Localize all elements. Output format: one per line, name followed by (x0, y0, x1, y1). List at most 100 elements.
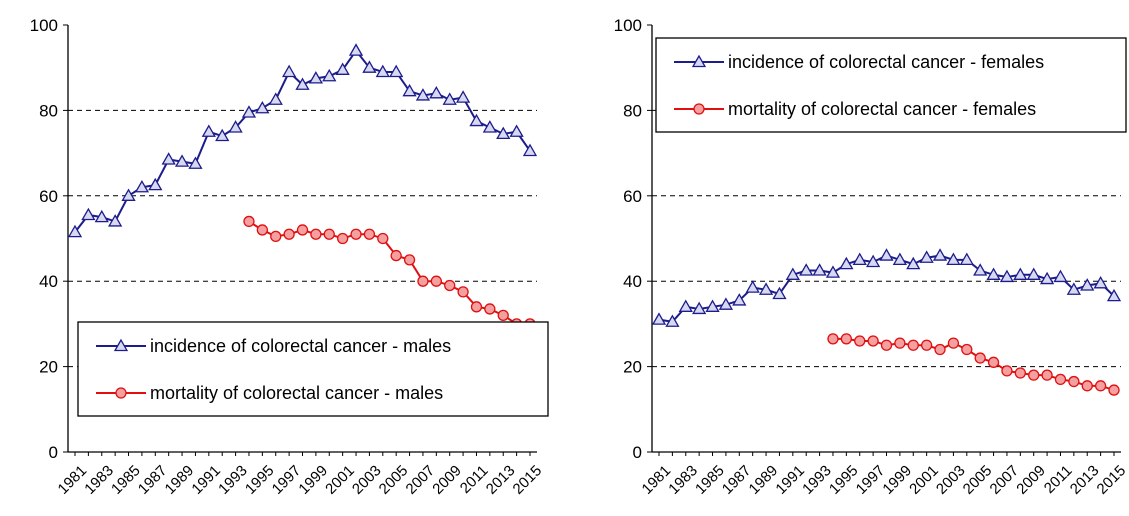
marker (457, 286, 469, 298)
marker (758, 282, 774, 295)
x-tick-label: 1989 (746, 462, 782, 498)
marker (906, 256, 921, 270)
marker (362, 60, 377, 73)
x-tick-label: 1987 (719, 462, 755, 498)
marker (961, 343, 973, 356)
marker (295, 77, 310, 90)
marker (241, 105, 257, 118)
legend-marker (113, 338, 129, 352)
x-tick-label: 1983 (665, 462, 701, 498)
marker (865, 254, 881, 268)
marker (1026, 267, 1041, 280)
marker (665, 314, 680, 327)
legend-label: incidence of colorectal cancer - females (728, 52, 1044, 72)
y-tick-label: 40 (39, 272, 58, 291)
marker (444, 279, 456, 292)
x-tick-label: 2013 (1067, 462, 1103, 498)
marker (1014, 367, 1026, 379)
marker (377, 232, 389, 245)
series-line (832, 337, 1115, 392)
marker (322, 68, 337, 82)
marker (892, 252, 908, 266)
y-tick-label: 60 (623, 187, 642, 206)
marker (442, 92, 457, 105)
y-tick-label: 80 (623, 101, 642, 120)
x-tick-label: 2005 (376, 462, 412, 498)
marker (174, 154, 190, 167)
x-tick-label: 1999 (295, 462, 331, 498)
marker (281, 64, 297, 78)
marker (1001, 365, 1013, 377)
marker (907, 339, 919, 351)
x-tick-label: 1997 (269, 462, 305, 498)
legend-marker (693, 103, 705, 115)
x-tick-label: 2005 (960, 462, 996, 498)
x-tick-label: 1989 (162, 462, 198, 498)
y-tick-label: 0 (633, 443, 642, 462)
marker (852, 252, 867, 266)
marker (243, 215, 255, 228)
marker (1066, 282, 1081, 295)
marker (1093, 276, 1108, 289)
marker (1108, 384, 1120, 396)
marker (894, 337, 906, 349)
legend-label: mortality of colorectal cancer - males (150, 383, 443, 403)
marker (854, 335, 866, 347)
x-tick-label: 1991 (188, 462, 224, 498)
marker (1028, 369, 1040, 381)
x-tick-label: 2015 (510, 462, 546, 498)
marker (705, 299, 720, 312)
marker (947, 337, 960, 349)
x-tick-label: 1985 (692, 462, 728, 498)
marker (430, 275, 442, 287)
marker (879, 248, 894, 261)
marker (1054, 373, 1067, 386)
marker (335, 62, 350, 75)
marker (651, 312, 667, 325)
marker (270, 230, 282, 243)
marker (256, 224, 269, 236)
x-tick-label: 1987 (135, 462, 171, 498)
marker (732, 293, 747, 306)
x-tick-label: 1983 (81, 462, 117, 498)
marker (403, 254, 416, 266)
marker (134, 179, 150, 193)
marker (509, 124, 524, 137)
x-tick-label: 2007 (403, 462, 439, 498)
marker (375, 64, 390, 78)
marker (470, 301, 483, 313)
y-tick-label: 20 (623, 358, 642, 377)
marker (310, 228, 322, 240)
marker (799, 263, 814, 276)
legend-label: incidence of colorectal cancer - males (150, 336, 451, 356)
x-tick-label: 2009 (429, 462, 465, 498)
x-tick-label: 2001 (906, 462, 942, 498)
x-tick-label: 1985 (108, 462, 144, 498)
marker (390, 249, 402, 262)
x-tick-label: 1993 (215, 462, 251, 498)
marker (973, 263, 988, 276)
marker (1068, 375, 1080, 388)
marker (350, 228, 362, 240)
marker (745, 280, 760, 293)
marker (946, 252, 961, 266)
series-line (248, 220, 530, 325)
marker (215, 128, 230, 142)
marker (1080, 278, 1095, 291)
marker (67, 224, 83, 238)
y-tick-label: 100 (30, 16, 58, 35)
marker (415, 88, 431, 101)
marker (336, 232, 349, 245)
marker (429, 86, 444, 99)
marker (999, 269, 1015, 283)
marker (785, 267, 800, 280)
marker (987, 356, 1000, 368)
x-tick-label: 2003 (933, 462, 969, 498)
x-tick-label: 1981 (639, 462, 675, 498)
x-tick-label: 2015 (1094, 462, 1129, 498)
marker (348, 43, 364, 56)
legend-box (77, 321, 549, 417)
marker (201, 124, 216, 137)
x-tick-label: 1995 (242, 462, 278, 498)
legend-marker (115, 387, 127, 399)
